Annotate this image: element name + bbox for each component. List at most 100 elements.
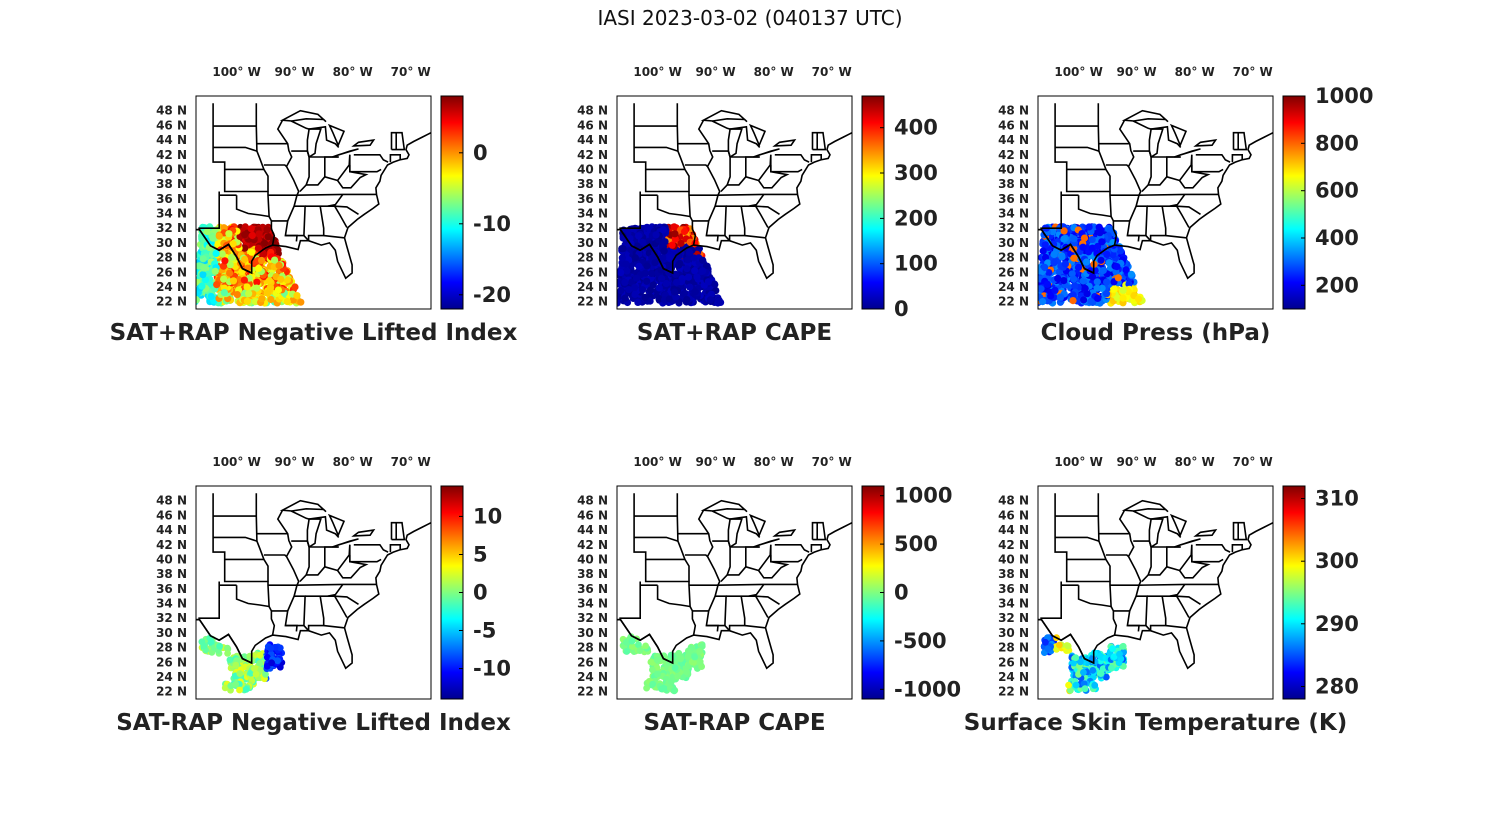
data-point	[635, 232, 643, 240]
state-border	[285, 595, 306, 627]
state-border	[1165, 234, 1187, 239]
state-border	[1165, 624, 1187, 629]
state-border	[729, 515, 761, 538]
data-point	[196, 296, 200, 304]
great-lake	[1148, 518, 1164, 549]
lat-tick-label: 22 N	[156, 295, 187, 309]
data-point	[649, 666, 656, 674]
lat-tick-label: 46 N	[156, 508, 187, 522]
data-point	[1072, 681, 1080, 689]
data-point	[220, 275, 228, 283]
data-point	[225, 230, 233, 238]
state-border	[706, 595, 727, 627]
data-point	[1077, 658, 1084, 666]
panel-title: Cloud Press (hPa)	[1041, 320, 1271, 346]
data-point	[253, 278, 261, 286]
colorbar-tick-label: 500	[894, 532, 938, 556]
state-border	[389, 543, 402, 553]
lat-tick-label: 28 N	[998, 251, 1029, 265]
data-point	[653, 656, 661, 664]
data-point	[263, 289, 272, 297]
state-border	[1195, 543, 1231, 553]
colorbar-tick-label: -10	[473, 212, 511, 236]
data-point	[241, 244, 249, 252]
data-point	[670, 223, 678, 231]
data-point	[621, 278, 629, 286]
data-point	[668, 678, 675, 685]
lat-tick-label: 42 N	[577, 148, 608, 162]
lat-tick-label: 28 N	[577, 251, 608, 265]
state-border	[676, 493, 690, 582]
data-point	[623, 648, 631, 655]
lat-tick-label: 34 N	[577, 597, 608, 611]
data-point	[684, 647, 692, 655]
data-point	[1060, 235, 1068, 243]
state-border	[1195, 154, 1231, 163]
lat-tick-label: 26 N	[998, 655, 1029, 669]
data-point	[672, 270, 680, 278]
data-point	[649, 680, 657, 688]
data-point	[256, 660, 264, 667]
state-border	[656, 585, 691, 608]
colorbar-tick-label: -10	[473, 657, 511, 681]
state-border	[323, 624, 345, 629]
lat-tick-label: 40 N	[998, 552, 1029, 566]
data-point	[1113, 263, 1121, 271]
state-border	[744, 234, 766, 239]
data-point	[1109, 645, 1116, 652]
data-point	[710, 280, 719, 288]
data-point	[1054, 274, 1062, 282]
data-point	[1103, 250, 1111, 258]
colorbar-tick-label: 1000	[894, 484, 952, 508]
lat-tick-label: 22 N	[998, 685, 1029, 699]
lat-tick-label: 42 N	[156, 538, 187, 552]
lat-tick-label: 34 N	[998, 207, 1029, 221]
data-point	[1080, 669, 1087, 676]
us-mexico-border	[196, 618, 253, 664]
lat-tick-label: 36 N	[577, 582, 608, 596]
coastline	[617, 521, 852, 670]
great-lake	[327, 123, 346, 148]
state-border	[811, 131, 827, 151]
state-border	[729, 125, 761, 148]
data-point	[641, 269, 649, 277]
data-point	[276, 644, 284, 652]
data-point	[670, 288, 679, 296]
data-point	[1058, 253, 1066, 261]
panel-6: 100° W 90° W 80° W 70° W 22 N24 N26 N28 N30 …	[964, 455, 1359, 736]
data-point	[698, 642, 706, 650]
data-point	[633, 274, 641, 282]
coastline	[617, 131, 852, 280]
colorbar-tick-label: 800	[1315, 131, 1359, 155]
great-lake	[279, 499, 327, 513]
data-point	[1127, 270, 1135, 278]
state-border	[263, 119, 293, 168]
lat-tick-label: 36 N	[998, 582, 1029, 596]
data-point	[227, 253, 236, 261]
data-point	[247, 225, 255, 233]
state-border	[213, 536, 258, 542]
data-point	[1098, 238, 1106, 246]
state-border	[711, 510, 731, 520]
colorbar-tick-label: 0	[894, 581, 909, 605]
us-mexico-border	[617, 618, 674, 664]
lat-tick-label: 30 N	[156, 626, 187, 640]
data-point	[1081, 685, 1089, 693]
lat-tick-label: 40 N	[156, 162, 187, 176]
lon-tick-label: 90° W	[696, 65, 736, 79]
data-point	[1043, 280, 1051, 288]
map-outlines	[196, 103, 431, 280]
data-point	[691, 288, 699, 296]
lat-tick-label: 46 N	[156, 118, 187, 132]
lat-tick-label: 38 N	[156, 567, 187, 581]
panel-title: SAT-RAP Negative Lifted Index	[116, 710, 511, 736]
data-point	[218, 250, 226, 258]
data-point	[258, 295, 266, 303]
data-point	[671, 230, 679, 238]
great-lake	[753, 148, 780, 158]
lat-tick-label: 28 N	[577, 641, 608, 655]
data-point	[1097, 670, 1105, 677]
data-point	[683, 296, 691, 304]
data-point	[1061, 260, 1069, 268]
